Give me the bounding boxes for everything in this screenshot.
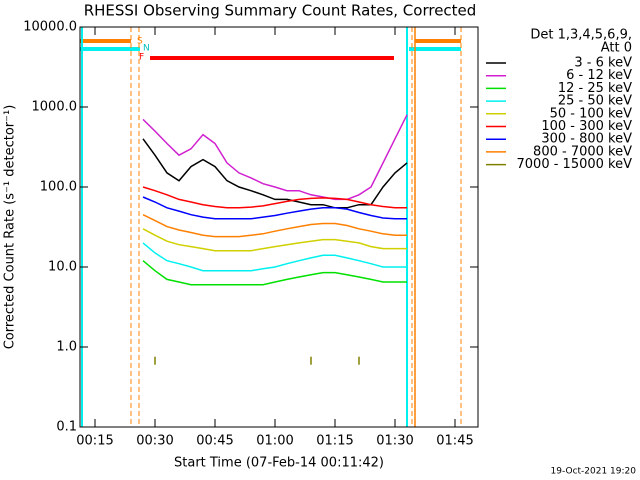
x-tick-label: 01:30 (376, 434, 413, 449)
x-tick-label: 01:45 (436, 434, 473, 449)
series-line (142, 242, 407, 272)
x-tick-label: 01:00 (256, 434, 293, 449)
y-tick-label: 1.0 (56, 340, 77, 355)
series-line (142, 228, 407, 252)
legend-label: 6 - 12 keV (566, 68, 632, 83)
x-axis-label: Start Time (07-Feb-14 00:11:42) (174, 456, 384, 471)
legend-label: 800 - 7000 keV (533, 144, 632, 159)
y-tick-label: 10000.0 (23, 20, 77, 35)
legend-label: 3 - 6 keV (574, 56, 632, 71)
series-line (142, 196, 407, 220)
y-tick-label: 100.0 (40, 180, 77, 195)
flag-label: F (139, 53, 144, 63)
flag-label: N (143, 44, 150, 54)
legend-label: 50 - 100 keV (550, 106, 633, 121)
y-tick-label: 0.1 (56, 420, 77, 435)
x-tick-label: 00:45 (196, 434, 233, 449)
chart-title: RHESSI Observing Summary Count Rates, Co… (84, 2, 477, 20)
legend-label: 12 - 25 keV (558, 81, 632, 96)
x-tick-label: 00:30 (136, 434, 173, 449)
series-line (142, 138, 408, 209)
x-tick-label: 00:15 (76, 434, 113, 449)
legend-title: Att 0 (601, 41, 632, 56)
flags (80, 27, 462, 427)
series-line (142, 214, 407, 238)
flag-label: S (137, 37, 143, 47)
y-tick-label: 10.0 (48, 260, 77, 275)
legend-label: 7000 - 15000 keV (517, 157, 633, 172)
x-tick-label: 01:15 (316, 434, 353, 449)
legend-label: 25 - 50 keV (558, 94, 632, 109)
y-axis-label: Corrected Count Rate (s⁻¹ detector⁻¹) (3, 105, 18, 350)
plot-frame (79, 26, 479, 428)
footer: 19-Oct-2021 19:20 (551, 467, 637, 477)
legend-label: 300 - 800 keV (541, 132, 632, 147)
series-line (142, 186, 407, 209)
y-tick-label: 1000.0 (32, 100, 78, 115)
legend-label: 100 - 300 keV (541, 119, 632, 134)
series-line (142, 260, 407, 286)
legend-title: Det 1,3,4,5,6,9, (530, 28, 632, 43)
series-line (142, 114, 408, 201)
